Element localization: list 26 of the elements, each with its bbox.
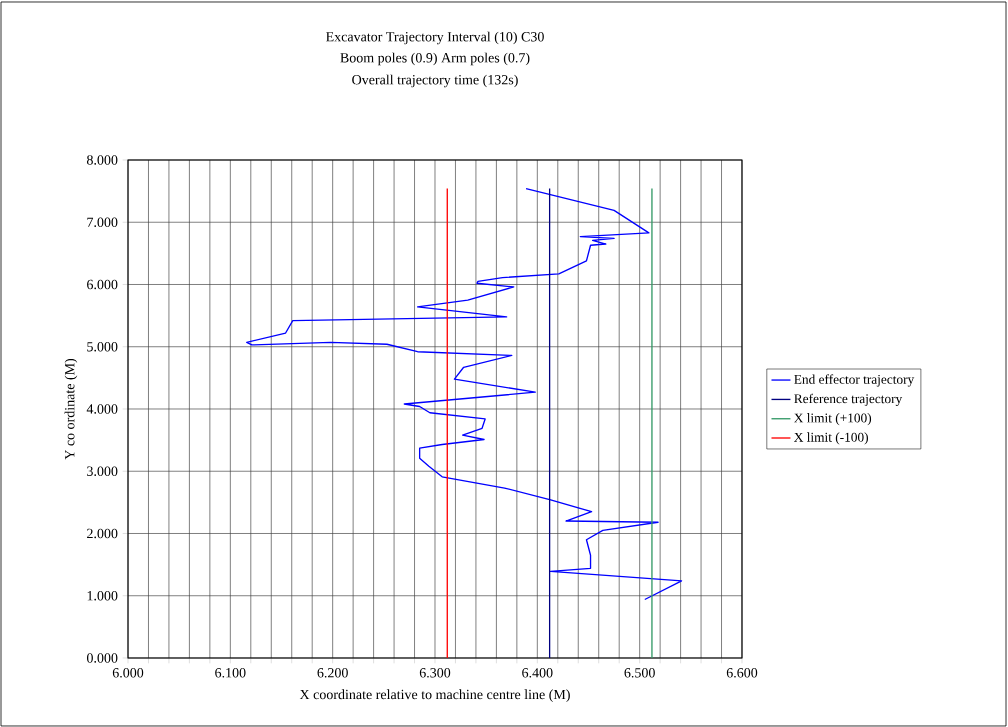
y-tick-label: 8.000 — [86, 155, 118, 165]
x-axis-title: X coordinate relative to machine centre line (M) — [299, 689, 570, 703]
x-tick-label: 6.600 — [726, 668, 758, 678]
legend-label: X limit (+100) — [794, 413, 872, 426]
line-series — [246, 187, 683, 601]
chart-subtitle: Boom poles (0.9) Arm poles (0.7) — [340, 52, 530, 66]
y-tick-label: 6.000 — [87, 279, 118, 290]
y-tick-label: 3.000 — [87, 466, 118, 476]
x-tick-label: 6.300 — [419, 668, 451, 678]
y-tick-label: 4.000 — [86, 404, 118, 414]
y-tick-label: 0.000 — [86, 653, 118, 663]
x-tick-label: 6.500 — [624, 668, 655, 678]
chart-title: Excavator Trajectory Interval (10) C30 — [326, 31, 544, 45]
legend-label: End effector trajectory — [794, 374, 915, 387]
x-tick-label: 6.200 — [317, 668, 348, 678]
y-axis-title: Y co ordinate (M) — [64, 358, 78, 460]
y-tick-label: 7.000 — [87, 217, 118, 227]
x-tick-label: 6.400 — [522, 668, 553, 678]
x-tick-label: 6.000 — [112, 668, 144, 678]
y-tick-label: 5.000 — [87, 341, 118, 352]
x-tick-label: 6.100 — [215, 668, 246, 678]
y-tick-label: 1.000 — [87, 590, 118, 601]
text: Overall trajectory time (132s) — [352, 74, 518, 88]
y-tick-label: 2.000 — [87, 528, 118, 539]
legend-label: Reference trajectory — [794, 393, 903, 407]
legend-label: X limit (-100) — [794, 432, 868, 445]
